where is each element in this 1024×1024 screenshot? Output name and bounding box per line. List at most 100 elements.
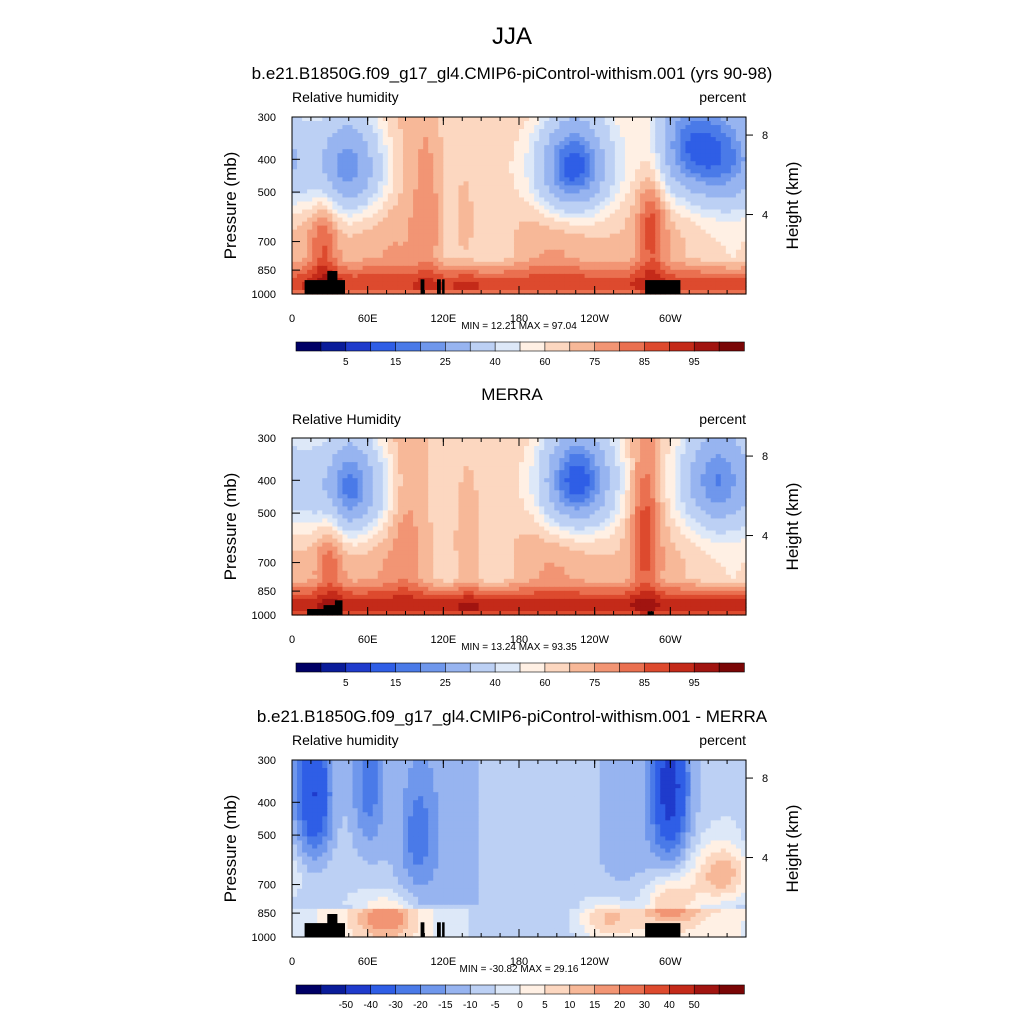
- y-tick-label: 500: [258, 508, 276, 520]
- colorbar-label: 40: [664, 1000, 676, 1011]
- colorbar-swatch: [395, 341, 422, 352]
- colorbar-swatch: [494, 984, 521, 995]
- y-tick-label: 400: [258, 154, 276, 166]
- colorbar-label: 60: [539, 678, 551, 689]
- x-tick-label: 0: [289, 634, 295, 646]
- colorbar-swatch: [445, 984, 471, 995]
- colorbar-swatch: [619, 341, 646, 352]
- topography-mask: [334, 600, 343, 615]
- y-tick-label: 700: [258, 880, 276, 892]
- colorbar-swatch: [395, 984, 422, 995]
- y-axis-title: Pressure (mb): [221, 152, 240, 260]
- x-tick-label: 120E: [430, 634, 456, 646]
- colorbar-swatch: [693, 341, 720, 352]
- colorbar-swatch: [370, 662, 397, 673]
- colorbar-label: 40: [490, 357, 502, 368]
- x-tick-label: 180: [510, 956, 528, 968]
- colorbar-label: 20: [614, 1000, 626, 1011]
- colorbar-swatch: [644, 341, 671, 352]
- colorbar-label: -40: [363, 1000, 378, 1011]
- colorbar-label: 10: [564, 1000, 576, 1011]
- colorbar-swatch: [320, 984, 347, 995]
- colorbar-swatch: [519, 341, 546, 352]
- colorbar-swatch: [718, 984, 745, 995]
- topography-mask: [420, 279, 425, 294]
- y2-tick-label: 4: [762, 531, 768, 543]
- colorbar-swatch: [544, 341, 571, 352]
- colorbar-swatch: [320, 662, 347, 673]
- y-tick-label: 850: [258, 586, 276, 598]
- colorbar-label: -30: [388, 1000, 403, 1011]
- colorbar-swatch: [494, 662, 521, 673]
- y-tick-label: 400: [258, 797, 276, 809]
- variable-label: Relative humidity: [292, 732, 399, 748]
- colorbar-swatch: [370, 984, 397, 995]
- min-max-stats: MIN = 12.21 MAX = 97.04: [461, 321, 577, 332]
- x-tick-label: 120W: [580, 956, 609, 968]
- min-max-stats: MIN = 13.24 MAX = 93.35: [461, 642, 577, 653]
- figure-title: JJA: [492, 23, 532, 50]
- colorbar-label: 15: [589, 1000, 601, 1011]
- colorbar-swatch: [569, 341, 596, 352]
- y-axis-title: Pressure (mb): [221, 795, 240, 903]
- colorbar-label: 95: [689, 357, 701, 368]
- colorbar-swatch: [420, 984, 447, 995]
- units-label: percent: [699, 732, 746, 748]
- panel-title: b.e21.B1850G.f09_g17_gl4.CMIP6-piControl…: [257, 707, 768, 726]
- colorbar: 5 15 25 40 60 75 85 95: [295, 341, 745, 368]
- topography-mask: [327, 914, 338, 937]
- colorbar-label: 75: [589, 678, 601, 689]
- y-tick-label: 850: [258, 265, 276, 277]
- contour-field: [292, 438, 747, 616]
- colorbar-label: 85: [639, 357, 651, 368]
- colorbar-swatch: [345, 984, 372, 995]
- colorbar-swatch: [594, 984, 621, 995]
- colorbar-swatch: [693, 662, 720, 673]
- colorbar-swatch: [420, 662, 447, 673]
- colorbar-swatch: [519, 662, 546, 673]
- x-tick-label: 0: [289, 956, 295, 968]
- colorbar-swatch: [370, 341, 397, 352]
- colorbar-swatch: [544, 662, 571, 673]
- colorbar-swatch: [619, 984, 646, 995]
- panel-title: b.e21.B1850G.f09_g17_gl4.CMIP6-piControl…: [252, 64, 773, 83]
- colorbar-swatch: [420, 341, 447, 352]
- variable-label: Relative Humidity: [292, 411, 401, 427]
- panels: b.e21.B1850G.f09_g17_gl4.CMIP6-piControl…: [221, 64, 802, 1011]
- units-label: percent: [699, 89, 746, 105]
- x-tick-label: 0: [289, 313, 295, 325]
- colorbar-label: 5: [343, 678, 349, 689]
- colorbar-swatch: [669, 984, 695, 995]
- colorbar-label: 15: [390, 678, 402, 689]
- x-tick-label: 60E: [358, 313, 378, 325]
- colorbar-label: 30: [639, 1000, 651, 1011]
- x-tick-label: 60E: [358, 956, 378, 968]
- units-label: percent: [699, 411, 746, 427]
- x-tick-label: 180: [510, 313, 528, 325]
- colorbar-label: 5: [343, 357, 349, 368]
- colorbar-label: -50: [339, 1000, 354, 1011]
- y-tick-label: 1000: [252, 932, 276, 944]
- x-tick-label: 60W: [659, 634, 682, 646]
- colorbar-label: -10: [463, 1000, 478, 1011]
- topography-mask: [437, 922, 441, 937]
- y2-tick-label: 8: [762, 130, 768, 142]
- colorbar-swatch: [320, 341, 347, 352]
- y2-axis-title: Height (km): [783, 483, 802, 571]
- topography-mask: [645, 923, 681, 937]
- x-tick-label: 60W: [659, 313, 682, 325]
- colorbar-swatch: [569, 984, 596, 995]
- colorbar-swatch: [445, 341, 471, 352]
- colorbar-swatch: [395, 662, 422, 673]
- colorbar-swatch: [494, 341, 521, 352]
- colorbar-swatch: [295, 984, 322, 995]
- colorbar-label: -20: [413, 1000, 428, 1011]
- colorbar-swatch: [345, 341, 372, 352]
- min-max-stats: MIN = -30.82 MAX = 29.16: [460, 964, 579, 975]
- panel-title: MERRA: [481, 385, 543, 404]
- colorbar: 5 15 25 40 60 75 85 95: [295, 662, 745, 689]
- y2-tick-label: 8: [762, 773, 768, 785]
- y-tick-label: 850: [258, 908, 276, 920]
- colorbar-label: 50: [689, 1000, 701, 1011]
